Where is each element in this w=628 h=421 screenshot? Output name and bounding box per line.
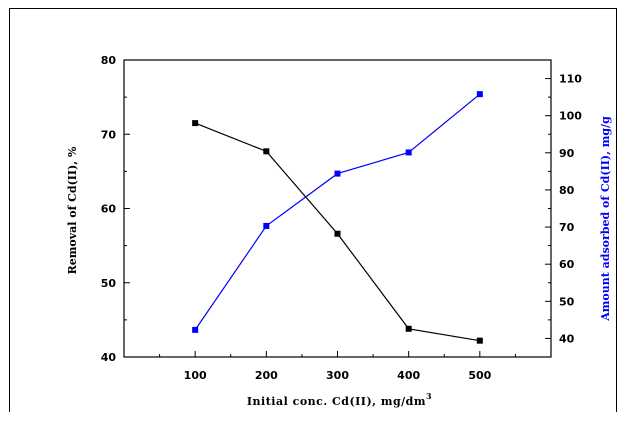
y-right-tick-label: 90	[559, 147, 575, 160]
series-2-point	[192, 326, 199, 333]
series-1-point	[263, 148, 270, 155]
x-tick-label: 400	[397, 369, 420, 382]
x-tick-label: 300	[326, 369, 349, 382]
y-right-tick-label: 70	[559, 221, 575, 234]
plot-area-frame	[123, 59, 552, 358]
x-tick-label: 100	[184, 369, 207, 382]
y-left-tick-label: 40	[101, 351, 117, 364]
series-2-point	[476, 91, 483, 98]
y-right-tick-label: 110	[559, 73, 582, 86]
series-2-point	[405, 149, 412, 156]
series-2-point	[263, 222, 270, 229]
series-1-point	[192, 120, 199, 127]
y-left-axis-label: Removal of Cd(II), %	[66, 146, 79, 274]
figure-frame	[9, 8, 617, 412]
x-tick-label: 500	[468, 369, 491, 382]
y-right-tick-label: 50	[559, 295, 575, 308]
x-axis-label: Initial conc. Cd(II), mg/dm3	[247, 391, 432, 408]
series-1-point	[334, 230, 341, 237]
y-left-tick-label: 50	[101, 277, 117, 290]
y-right-tick-label: 80	[559, 184, 575, 197]
y-left-tick-label: 60	[101, 203, 117, 216]
y-right-tick-label: 60	[559, 258, 575, 271]
x-tick-label: 200	[255, 369, 278, 382]
series-1-point	[476, 337, 483, 344]
series-2-line	[194, 93, 481, 331]
series-2-point	[334, 170, 341, 177]
y-left-tick-label: 70	[101, 128, 117, 141]
series-1-point	[405, 325, 412, 332]
y-right-tick-label: 100	[559, 110, 582, 123]
y-right-tick-label: 40	[559, 332, 575, 345]
y-left-tick-label: 80	[101, 54, 117, 67]
y-right-axis-label: Amount adsorbed of Cd(II), mg/g	[599, 116, 612, 322]
